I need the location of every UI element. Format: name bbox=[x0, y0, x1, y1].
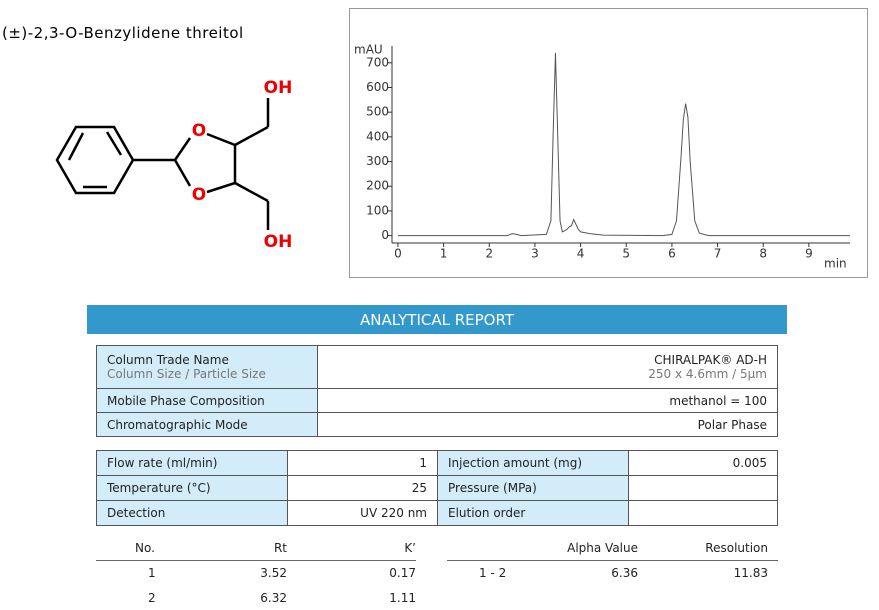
y-tick-label: 200 bbox=[366, 179, 389, 193]
cell-text: UV 220 nm bbox=[360, 506, 427, 520]
atom-label: O bbox=[192, 121, 206, 141]
y-unit: mAU bbox=[354, 43, 383, 57]
x-tick-label: 0 bbox=[394, 247, 402, 261]
x-tick-label: 4 bbox=[577, 247, 585, 261]
bond bbox=[67, 132, 85, 161]
header-rule bbox=[96, 560, 416, 561]
benzene-ring bbox=[55, 125, 135, 195]
bond bbox=[173, 137, 192, 161]
table-cell: 1 bbox=[287, 450, 438, 476]
cell-text: Column Trade Name bbox=[107, 353, 229, 367]
bond bbox=[105, 131, 123, 156]
table-cell: Flow rate (ml/min) bbox=[96, 450, 288, 476]
cell-text: methanol = 100 bbox=[669, 393, 767, 408]
table-cell: 25 bbox=[287, 475, 438, 501]
table-cell: Column Trade Name Column Size / Particle … bbox=[96, 345, 318, 389]
y-tick-label: 100 bbox=[366, 203, 389, 217]
bond bbox=[234, 181, 269, 203]
y-tick-label: 400 bbox=[366, 129, 389, 143]
table-cell: Chromatographic Mode bbox=[96, 412, 318, 437]
figures: OH O O OH mAU min 0 100 200 300 400 500 600 700… bbox=[55, 8, 868, 278]
x-tick-label: 2 bbox=[485, 247, 493, 261]
cell-text: Detection bbox=[107, 506, 166, 520]
result-text: 11.83 bbox=[733, 566, 768, 580]
result-text: 6.36 bbox=[611, 566, 638, 580]
y-tick-label: 300 bbox=[366, 154, 389, 168]
bond bbox=[206, 132, 236, 147]
x-tick-label: 7 bbox=[714, 247, 722, 261]
cell-text: Flow rate (ml/min) bbox=[107, 456, 218, 470]
compound-title: (±)-2,3-O-Benzylidene threitol bbox=[2, 24, 244, 42]
table-cell bbox=[628, 500, 778, 526]
table-cell: Polar Phase bbox=[317, 412, 778, 437]
bond bbox=[234, 125, 269, 147]
x-tick-label: 9 bbox=[805, 247, 813, 261]
table-cell bbox=[628, 475, 778, 501]
cell-text: Injection amount (mg) bbox=[448, 456, 583, 470]
table-cell: 0.005 bbox=[628, 450, 778, 476]
table-cell: Mobile Phase Composition bbox=[96, 388, 318, 413]
result-text: K’ bbox=[404, 541, 416, 555]
y-tick-label: 500 bbox=[366, 105, 389, 119]
table-cell: CHIRALPAK® AD-H 250 x 4.6mm / 5µm bbox=[317, 345, 778, 389]
atom-label: O bbox=[192, 185, 206, 205]
result-text: Rt bbox=[273, 541, 287, 555]
atom-label: OH bbox=[264, 232, 293, 252]
result-text: 6.32 bbox=[260, 591, 287, 605]
cell-subtext: Column Size / Particle Size bbox=[107, 367, 266, 381]
chart-frame bbox=[349, 8, 868, 278]
header-rule bbox=[447, 560, 778, 561]
y-tick-label: 600 bbox=[366, 80, 389, 94]
x-unit: min bbox=[824, 257, 847, 271]
table-cell: Temperature (°C) bbox=[96, 475, 288, 501]
table-cell: Detection bbox=[96, 500, 288, 526]
x-tick-label: 8 bbox=[759, 247, 767, 261]
result-text: 2 bbox=[148, 591, 156, 605]
table-cell: Elution order bbox=[437, 500, 629, 526]
table-cell: UV 220 nm bbox=[287, 500, 438, 526]
result-text: Alpha Value bbox=[567, 541, 638, 555]
result-text: 3.52 bbox=[260, 566, 287, 580]
chromatogram: mAU min 0 100 200 300 400 500 600 700 0 1 2 3 4 5 6 7 8 9 bbox=[354, 43, 850, 271]
cell-text: Chromatographic Mode bbox=[107, 417, 248, 432]
cell-text: Polar Phase bbox=[697, 417, 767, 432]
cell-text: CHIRALPAK® AD-H bbox=[654, 353, 767, 367]
result-text: 1 - 2 bbox=[479, 566, 507, 580]
y-tick-label: 0 bbox=[381, 228, 389, 242]
cell-text: Pressure (MPa) bbox=[448, 481, 537, 495]
cell-text: 1 bbox=[419, 456, 427, 470]
result-text: Resolution bbox=[705, 541, 768, 555]
x-tick-label: 6 bbox=[668, 247, 676, 261]
atom-label: OH bbox=[264, 78, 293, 98]
x-tick-label: 1 bbox=[440, 247, 448, 261]
trace bbox=[397, 52, 850, 237]
cell-subtext: 250 x 4.6mm / 5µm bbox=[648, 367, 767, 381]
table-cell: Pressure (MPa) bbox=[437, 475, 629, 501]
molecule bbox=[55, 98, 270, 230]
x-tick-label: 3 bbox=[531, 247, 539, 261]
bond bbox=[173, 159, 192, 187]
y-tick-label: 700 bbox=[366, 55, 389, 69]
result-text: 1.11 bbox=[389, 591, 416, 605]
result-text: No. bbox=[135, 541, 155, 555]
report-title: ANALYTICAL REPORT bbox=[87, 305, 787, 334]
x-tick-label: 5 bbox=[622, 247, 630, 261]
result-text: 0.17 bbox=[389, 566, 416, 580]
table-cell: methanol = 100 bbox=[317, 388, 778, 413]
bond bbox=[206, 181, 236, 194]
cell-text: Temperature (°C) bbox=[107, 481, 211, 495]
table-cell: Injection amount (mg) bbox=[437, 450, 629, 476]
cell-text: Elution order bbox=[448, 506, 526, 520]
result-text: 1 bbox=[148, 566, 156, 580]
cell-text: 25 bbox=[411, 481, 427, 495]
cell-text: Mobile Phase Composition bbox=[107, 393, 265, 408]
cell-text: 0.005 bbox=[732, 456, 767, 470]
